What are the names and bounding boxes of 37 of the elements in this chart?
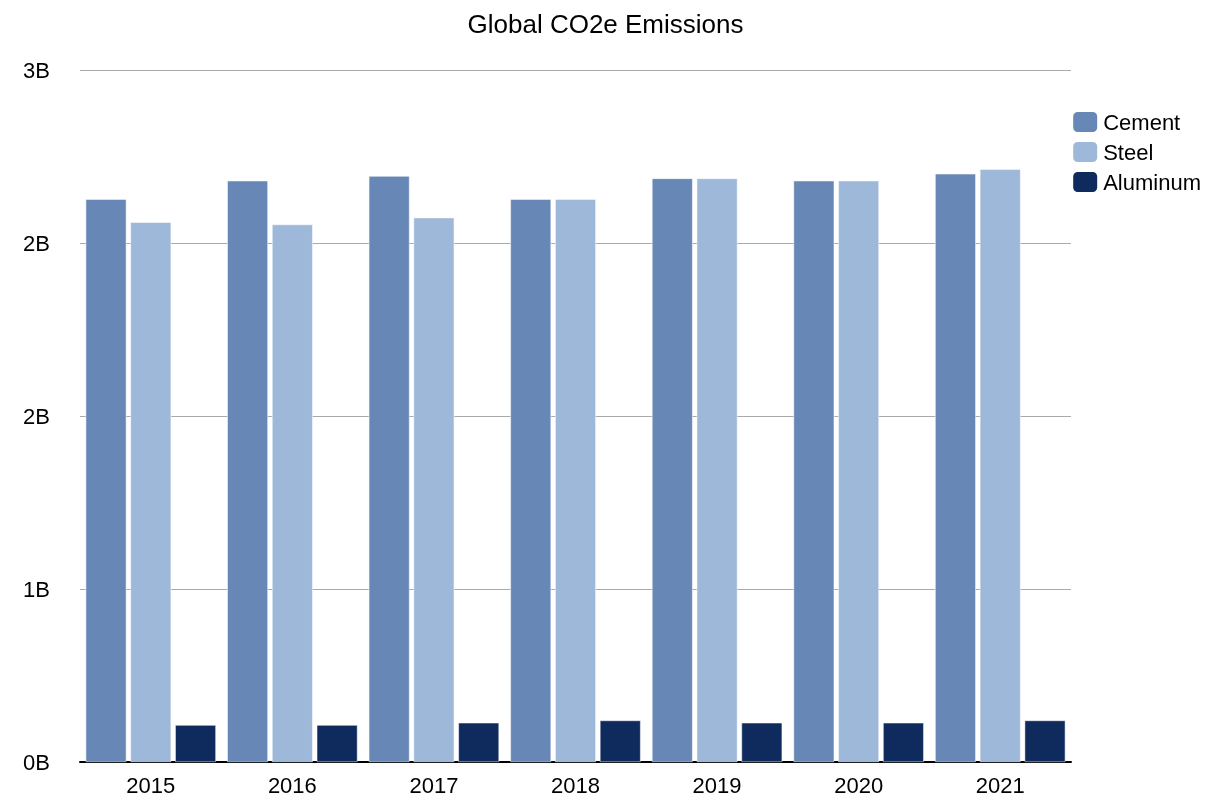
bar — [979, 169, 1021, 762]
bar — [838, 180, 879, 762]
bar — [741, 722, 783, 762]
bar — [1024, 720, 1066, 762]
bar — [555, 199, 596, 762]
bar — [85, 199, 127, 762]
x-tick-label: 2018 — [551, 772, 600, 798]
bar — [696, 178, 738, 762]
x-tick-label: 2021 — [975, 772, 1025, 798]
y-tick-label: 1B — [23, 576, 50, 602]
bar — [368, 176, 410, 762]
x-tick-label: 2015 — [126, 772, 176, 798]
bar — [458, 722, 500, 762]
chart-title: Global CO2e Emissions — [467, 9, 744, 39]
y-tick-label: 3B — [23, 57, 50, 83]
y-tick-label: 2B — [23, 403, 50, 429]
legend-label: Steel — [1103, 139, 1154, 165]
x-tick-label: 2019 — [692, 772, 742, 798]
x-tick-label: 2020 — [834, 772, 884, 798]
bar — [935, 173, 976, 762]
bar — [175, 725, 216, 762]
bar — [883, 722, 924, 762]
bar — [651, 178, 693, 762]
bar — [272, 224, 313, 762]
x-tick-label: 2017 — [409, 772, 459, 798]
bar — [413, 217, 455, 762]
y-tick-label: 2B — [23, 230, 50, 256]
bar — [130, 222, 172, 762]
bar — [510, 199, 552, 762]
bar — [599, 720, 641, 762]
bar — [316, 725, 358, 762]
y-tick-label: 0B — [23, 749, 50, 775]
x-tick-label: 2016 — [267, 772, 317, 798]
bar — [227, 180, 268, 762]
legend-label: Aluminum — [1103, 169, 1201, 195]
legend-label: Cement — [1103, 109, 1181, 135]
bar — [793, 180, 835, 762]
